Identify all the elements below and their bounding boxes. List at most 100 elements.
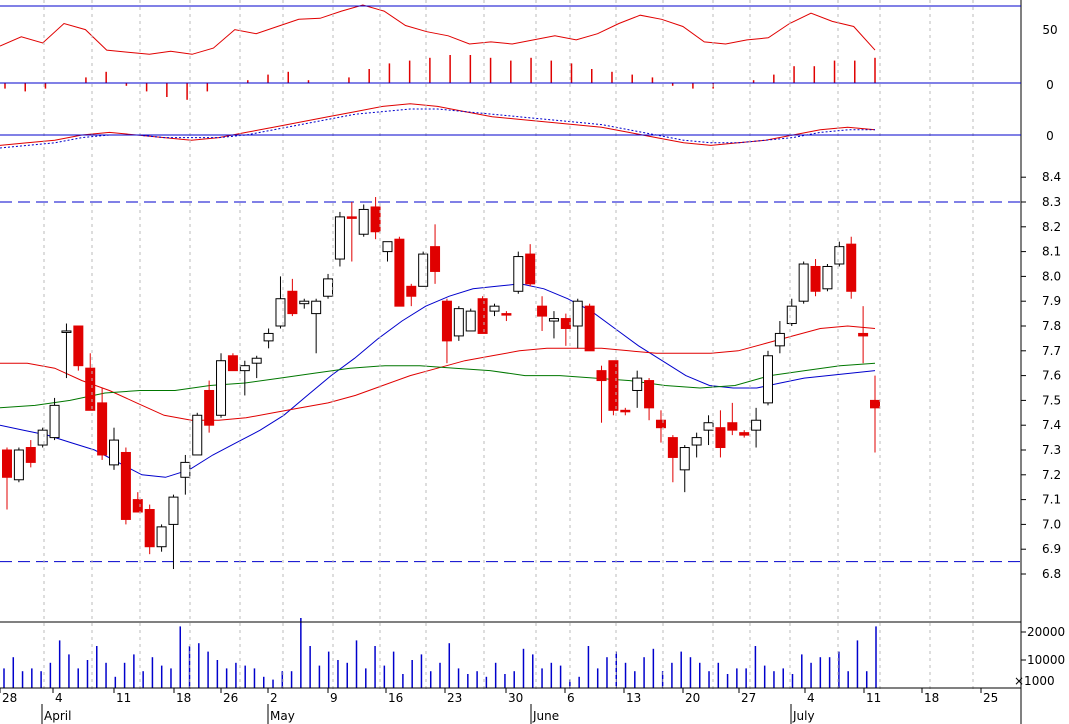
y-tick-label: 7.7 — [1042, 344, 1061, 358]
candlestick — [2, 447, 12, 510]
candlestick — [441, 298, 452, 364]
candle-body — [263, 332, 274, 342]
candle-body — [858, 332, 869, 337]
candle-body — [97, 402, 108, 456]
candlestick — [251, 355, 262, 379]
x-tick-label: 2 — [270, 691, 278, 705]
candlestick — [168, 494, 179, 570]
y-tick-label: 7.1 — [1042, 493, 1061, 507]
x-tick-label: 11 — [116, 691, 131, 705]
candle-body — [49, 404, 60, 439]
y-tick-label: 7.9 — [1042, 294, 1061, 308]
candlestick — [216, 353, 227, 418]
candle-body — [441, 300, 452, 342]
candlestick — [632, 370, 643, 408]
candlestick — [703, 415, 714, 446]
candlestick — [870, 375, 880, 453]
candle-body — [786, 305, 797, 325]
candlestick — [751, 407, 762, 448]
x-tick-label: 16 — [388, 691, 403, 705]
x-tick-label: 23 — [447, 691, 462, 705]
x-tick-label: 27 — [741, 691, 756, 705]
candlestick — [774, 321, 785, 354]
candle-body — [227, 355, 238, 372]
y-tick-label: 20000 — [1027, 625, 1065, 639]
candlestick — [73, 325, 84, 371]
candle-body — [762, 355, 773, 404]
candlestick — [85, 353, 96, 411]
x-month-label: July — [792, 709, 815, 723]
candle-body — [822, 265, 833, 290]
candle-body — [120, 451, 131, 520]
x-tick-label: 25 — [983, 691, 998, 705]
candle-body — [239, 365, 250, 372]
macd-panel: 0 — [0, 103, 1054, 149]
candlestick — [501, 311, 512, 322]
candle-body — [703, 422, 714, 431]
candlestick — [477, 296, 488, 334]
candlestick — [786, 298, 797, 326]
x-tick-label: 6 — [567, 691, 575, 705]
candle-body — [370, 206, 381, 233]
candle-body — [406, 285, 417, 297]
candlestick — [156, 524, 167, 552]
axes: 28 4 11 18 26 2 9 16 23 30 6 13 20 27 4 11 18 25 April May J… — [0, 0, 1022, 724]
candlestick — [287, 278, 298, 317]
candlestick — [548, 311, 559, 339]
candlestick — [275, 276, 286, 329]
candlestick — [679, 445, 690, 493]
candlestick — [227, 353, 238, 372]
candle-body — [251, 357, 262, 364]
candlestick — [192, 412, 203, 456]
candle-body — [13, 449, 24, 481]
oscillator-line — [0, 4, 876, 55]
y-tick-label: 7.0 — [1042, 517, 1061, 531]
candlestick — [120, 447, 131, 525]
candle-body — [156, 526, 167, 548]
candle-body — [465, 310, 476, 332]
candlestick — [334, 211, 345, 267]
candle-body — [584, 305, 595, 352]
candlestick — [620, 407, 631, 416]
candlestick — [822, 264, 833, 292]
candlestick — [132, 492, 143, 513]
candlestick — [572, 298, 583, 349]
candlestick — [430, 224, 441, 284]
candle-body — [846, 243, 857, 292]
y-tick-label: 0 — [1046, 129, 1054, 143]
x-tick-label: 28 — [2, 691, 17, 705]
y-tick-label: 7.3 — [1042, 443, 1061, 457]
candlestick — [858, 306, 869, 364]
candle-body — [168, 496, 179, 525]
candle-body — [691, 437, 702, 446]
x-tick-label: 4 — [55, 691, 63, 705]
candle-body — [620, 409, 631, 413]
candlestick — [727, 402, 738, 436]
volume-panel: 20000 10000 ×1000 — [3, 618, 1065, 688]
y-tick-label: 7.2 — [1042, 468, 1061, 482]
candlestick — [453, 306, 464, 341]
candlestick — [762, 350, 773, 406]
candlestick — [144, 504, 155, 555]
candle-body — [537, 305, 548, 317]
candlestick — [834, 241, 845, 267]
candle-body — [430, 246, 441, 272]
candlestick — [691, 432, 702, 458]
candle-body — [37, 429, 48, 446]
x-month-label: May — [270, 709, 295, 723]
candlestick — [25, 440, 36, 468]
candlestick — [180, 454, 191, 495]
candle-body — [870, 399, 880, 409]
candle-body — [144, 509, 155, 548]
candle-body — [346, 216, 357, 219]
candle-body — [727, 422, 738, 431]
x-tick-label: 18 — [176, 691, 191, 705]
x-tick-label: 11 — [866, 691, 881, 705]
candlestick — [655, 410, 666, 443]
candlestick — [323, 273, 334, 299]
candlestick — [513, 251, 524, 294]
candlestick — [846, 236, 857, 299]
candlestick — [489, 303, 500, 317]
candlestick — [299, 298, 310, 309]
candle-body — [334, 216, 345, 260]
